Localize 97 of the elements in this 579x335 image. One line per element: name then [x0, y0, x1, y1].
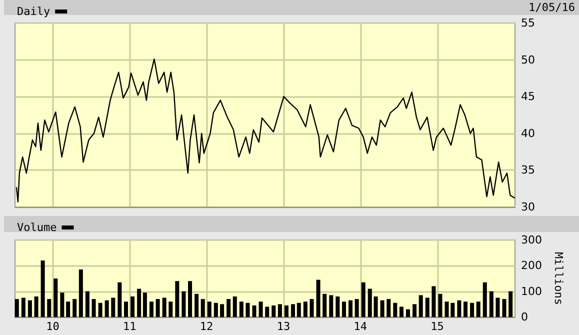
bar — [412, 304, 417, 317]
text: 1/05/16 — [528, 1, 575, 14]
bar — [489, 291, 494, 317]
x-tick-label: 14 — [354, 320, 368, 333]
x-tick-label: 15 — [430, 320, 444, 333]
bar — [399, 306, 404, 317]
bar — [60, 292, 64, 317]
bar — [118, 282, 122, 317]
bar — [354, 299, 359, 317]
y-tick-label: 100 — [521, 284, 542, 298]
bar — [111, 298, 116, 317]
bar — [316, 280, 320, 317]
bar — [291, 304, 296, 317]
bar — [175, 281, 180, 317]
bar — [464, 302, 468, 317]
bar — [98, 302, 102, 317]
x-tick-label: 11 — [122, 320, 136, 333]
bar — [380, 300, 384, 317]
bar — [34, 296, 38, 317]
bar — [329, 295, 334, 317]
bar — [368, 288, 372, 317]
line-series — [16, 58, 516, 202]
bar — [374, 296, 378, 317]
bar — [284, 305, 288, 317]
bar — [425, 298, 430, 317]
bar — [162, 298, 166, 317]
y-tick-label: 45 — [521, 90, 535, 104]
bar — [470, 302, 474, 317]
bar — [239, 302, 244, 317]
bar — [54, 278, 58, 317]
bar — [322, 294, 327, 317]
bar — [336, 296, 340, 317]
bar — [406, 309, 410, 317]
bar — [432, 286, 436, 317]
bar — [104, 300, 109, 317]
bar — [188, 281, 192, 317]
y-tick-label: 200 — [521, 259, 542, 272]
bar — [124, 302, 128, 317]
bar — [220, 304, 224, 317]
bar — [85, 291, 90, 317]
bar — [482, 282, 487, 317]
y-tick-label: 300 — [521, 234, 542, 246]
bar — [194, 294, 199, 317]
legend-label: Daily — [16, 5, 50, 18]
bar — [14, 299, 19, 317]
bar — [438, 294, 442, 317]
y-tick-label: 0 — [521, 310, 528, 324]
bar — [226, 299, 231, 317]
bar — [508, 291, 513, 317]
bar — [142, 292, 147, 317]
y-tick-label: 50 — [521, 53, 535, 66]
x-tick-label: 12 — [200, 320, 214, 333]
x-tick-label: 10 — [46, 320, 60, 333]
legend-label: Volume — [16, 221, 57, 234]
bar — [78, 270, 83, 317]
bar — [168, 302, 173, 317]
bar — [502, 299, 506, 317]
bar — [476, 302, 480, 317]
bar — [72, 299, 77, 317]
bar — [342, 302, 346, 317]
bar — [246, 302, 250, 317]
bar — [296, 302, 301, 317]
bar — [232, 296, 237, 317]
bar — [457, 300, 462, 317]
bar — [258, 302, 263, 317]
bar — [40, 260, 45, 317]
bar — [28, 300, 32, 317]
bar — [214, 302, 218, 317]
y-tick-label: 40 — [521, 126, 535, 140]
bar — [47, 299, 52, 317]
bar — [156, 299, 160, 317]
bar — [310, 299, 314, 317]
bar — [149, 302, 154, 317]
bar — [393, 302, 398, 317]
bar — [92, 299, 96, 317]
bar — [207, 302, 212, 317]
y-tick-label: 55 — [521, 16, 535, 30]
bar — [386, 299, 391, 317]
bar — [137, 288, 142, 317]
x-tick-label: 13 — [276, 320, 290, 333]
y-tick-label: 30 — [521, 200, 535, 214]
bar — [66, 302, 70, 317]
bar — [496, 298, 500, 317]
bar — [272, 305, 276, 317]
bar — [418, 295, 423, 317]
bar — [21, 298, 26, 317]
bar — [348, 300, 353, 317]
bar — [200, 299, 205, 317]
bar — [303, 302, 308, 317]
bar — [265, 306, 270, 317]
y-tick-label: 35 — [521, 164, 535, 177]
bar — [182, 291, 186, 317]
bar — [278, 304, 282, 317]
y-axis-title: Millions — [552, 252, 565, 305]
bar — [361, 282, 366, 317]
bar — [252, 305, 256, 317]
bar — [130, 296, 135, 317]
